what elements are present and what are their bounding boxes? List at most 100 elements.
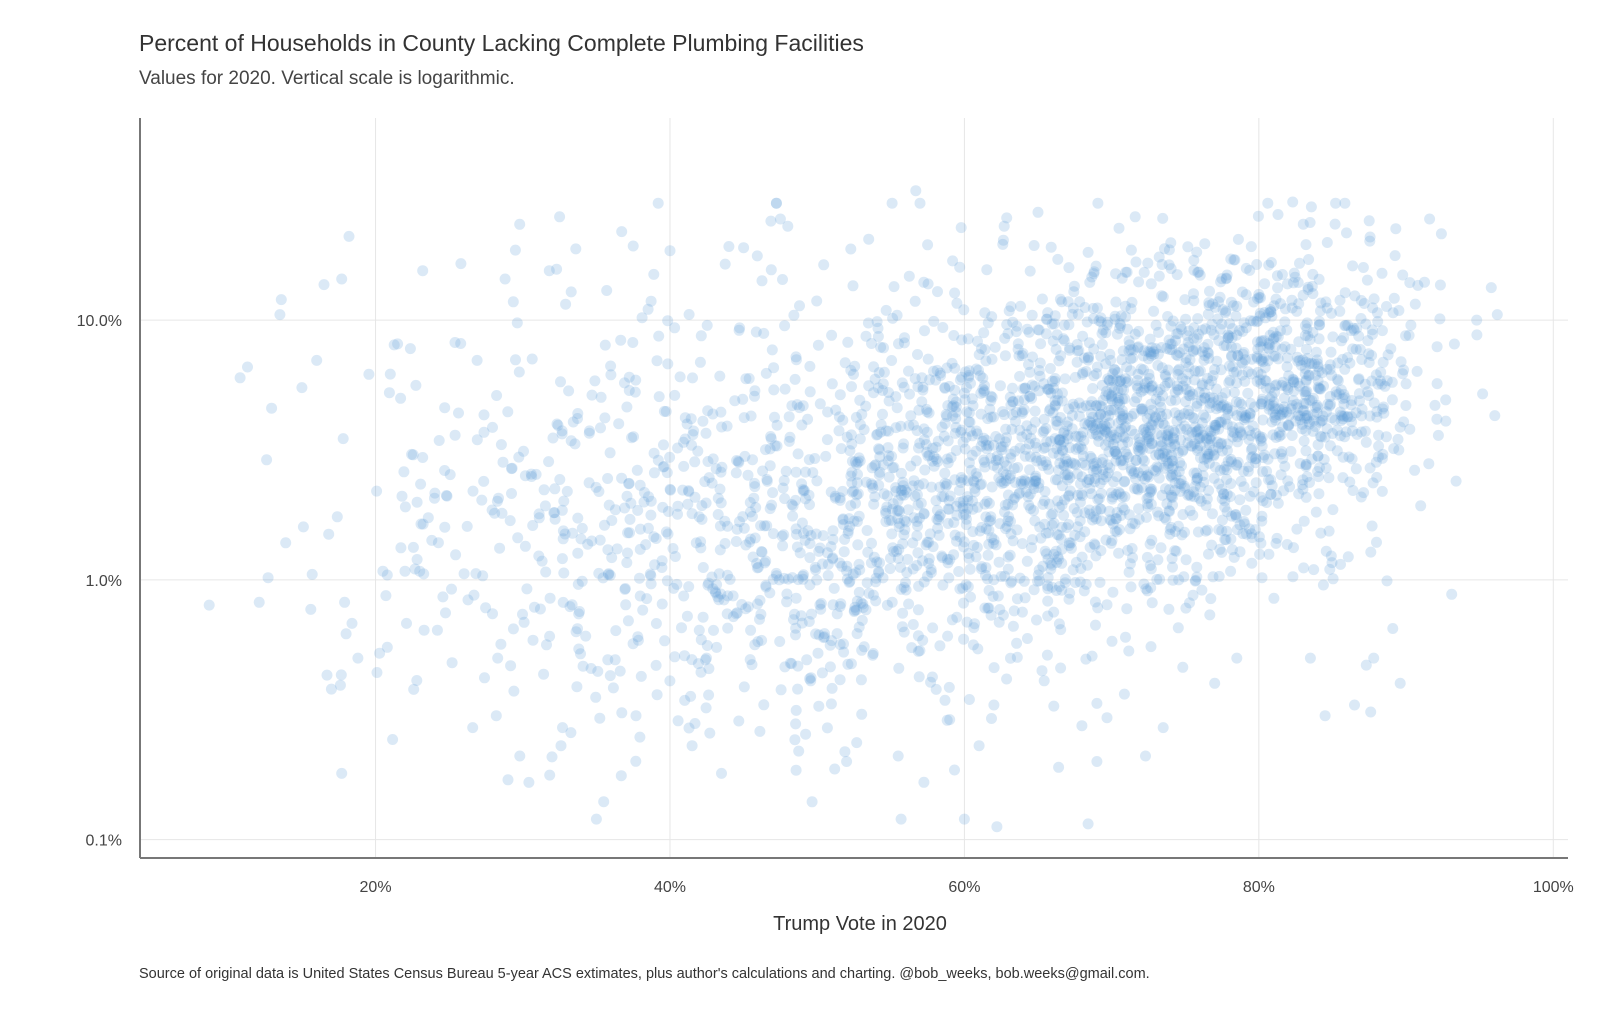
data-point	[565, 727, 577, 739]
data-point	[1269, 403, 1281, 415]
data-point	[1114, 322, 1125, 334]
data-point	[538, 668, 550, 680]
data-point	[1318, 454, 1330, 465]
data-point	[1133, 503, 1145, 515]
data-point	[455, 258, 467, 270]
data-point	[1161, 448, 1173, 460]
data-point	[765, 431, 777, 442]
data-point	[811, 574, 823, 586]
data-point	[1268, 332, 1280, 344]
data-point	[1068, 458, 1080, 470]
data-point	[658, 461, 670, 472]
data-point	[1130, 256, 1142, 268]
data-point	[1212, 313, 1224, 325]
data-point	[1198, 453, 1210, 465]
data-point	[1254, 548, 1266, 560]
data-point	[334, 679, 346, 691]
data-point	[1109, 364, 1121, 376]
data-point	[527, 520, 539, 531]
data-point	[1285, 445, 1297, 457]
data-point	[826, 329, 838, 341]
data-point	[1287, 571, 1299, 583]
data-point	[914, 197, 926, 209]
data-point	[886, 355, 898, 366]
data-point	[901, 486, 913, 498]
data-point	[1199, 392, 1211, 404]
data-point	[1146, 419, 1158, 431]
data-point	[918, 576, 930, 588]
data-point	[1119, 475, 1131, 487]
data-point	[1301, 410, 1313, 422]
data-point	[1116, 423, 1127, 435]
data-point	[1208, 450, 1220, 462]
data-point	[1307, 327, 1319, 338]
data-point	[1167, 460, 1179, 472]
data-point	[1291, 398, 1303, 410]
data-point	[1196, 346, 1208, 358]
data-point	[1378, 407, 1390, 419]
data-point	[266, 402, 278, 414]
data-point	[801, 654, 813, 666]
data-point	[527, 634, 539, 646]
data-point	[1138, 364, 1149, 376]
data-point	[1144, 483, 1156, 495]
data-point	[797, 400, 809, 412]
data-point	[1200, 323, 1211, 335]
data-point	[947, 410, 959, 422]
data-point	[1109, 446, 1121, 458]
data-point	[944, 714, 956, 726]
data-point	[738, 522, 750, 534]
data-point	[1309, 421, 1321, 432]
data-point	[844, 575, 856, 587]
data-point	[523, 776, 535, 788]
data-point	[1028, 240, 1040, 251]
data-point	[924, 528, 936, 540]
data-point	[962, 494, 974, 506]
data-point	[1249, 524, 1261, 536]
data-point	[1312, 450, 1324, 462]
data-point	[1062, 433, 1074, 445]
data-point	[1034, 575, 1045, 587]
data-point	[660, 406, 672, 417]
data-point	[883, 471, 895, 483]
data-point	[887, 542, 899, 554]
data-point	[900, 584, 912, 596]
data-point	[921, 570, 933, 582]
data-point	[586, 535, 598, 547]
data-point	[1194, 432, 1206, 443]
data-point	[1261, 497, 1273, 508]
data-point	[1251, 351, 1263, 363]
data-point	[1091, 400, 1102, 411]
data-point	[1228, 427, 1240, 439]
data-point	[1120, 311, 1132, 323]
data-point	[1161, 434, 1173, 446]
data-point	[1064, 344, 1076, 356]
data-point	[1100, 327, 1112, 339]
data-point	[855, 674, 867, 686]
data-point	[1107, 374, 1119, 386]
data-point	[1275, 469, 1287, 481]
data-point	[1107, 586, 1119, 598]
data-point	[780, 465, 792, 477]
data-point	[849, 601, 861, 613]
data-point	[845, 364, 857, 376]
data-point	[1204, 285, 1215, 297]
data-point	[589, 375, 601, 387]
data-point	[796, 478, 808, 490]
data-point	[1246, 353, 1258, 365]
data-point	[1340, 426, 1352, 438]
data-point	[1049, 395, 1061, 407]
data-point	[1219, 495, 1231, 507]
data-point	[1267, 326, 1279, 338]
data-point	[1394, 421, 1406, 433]
data-point	[1263, 400, 1275, 412]
data-point	[1259, 278, 1271, 290]
data-point	[986, 481, 998, 493]
data-point	[573, 643, 585, 655]
data-point	[1246, 452, 1257, 464]
data-point	[715, 497, 727, 509]
data-point	[898, 337, 910, 349]
data-point	[1093, 493, 1105, 505]
data-point	[1083, 351, 1094, 363]
data-point	[602, 569, 614, 581]
